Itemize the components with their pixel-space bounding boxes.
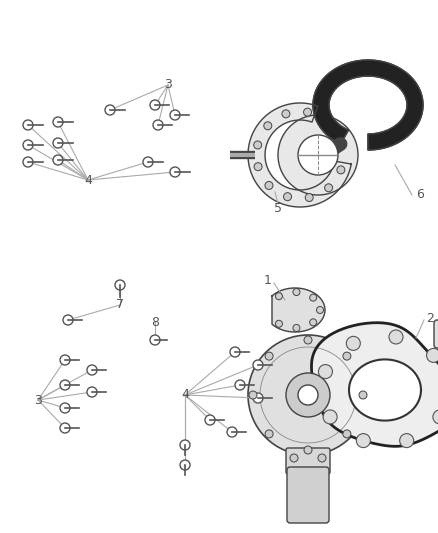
Text: 1: 1 — [264, 273, 272, 287]
Circle shape — [53, 155, 63, 165]
Circle shape — [290, 454, 298, 462]
Circle shape — [23, 157, 33, 167]
Circle shape — [23, 140, 33, 150]
Polygon shape — [272, 288, 325, 332]
Circle shape — [304, 336, 312, 344]
Text: 6: 6 — [416, 189, 424, 201]
Circle shape — [180, 440, 190, 450]
Circle shape — [248, 335, 368, 455]
Circle shape — [399, 434, 413, 448]
Circle shape — [282, 110, 290, 118]
Circle shape — [389, 330, 403, 344]
Circle shape — [264, 122, 272, 130]
Circle shape — [325, 184, 332, 192]
Circle shape — [265, 430, 273, 438]
FancyBboxPatch shape — [287, 467, 329, 523]
Circle shape — [278, 115, 358, 195]
Circle shape — [359, 391, 367, 399]
Circle shape — [87, 365, 97, 375]
Circle shape — [227, 427, 237, 437]
Polygon shape — [248, 103, 351, 207]
Circle shape — [23, 120, 33, 130]
Circle shape — [180, 460, 190, 470]
Circle shape — [205, 415, 215, 425]
Polygon shape — [311, 322, 438, 446]
Circle shape — [293, 325, 300, 332]
Circle shape — [87, 387, 97, 397]
Circle shape — [60, 380, 70, 390]
Circle shape — [318, 365, 332, 378]
Circle shape — [254, 141, 261, 149]
Text: 4: 4 — [84, 174, 92, 187]
Polygon shape — [349, 359, 421, 421]
Circle shape — [346, 336, 360, 350]
Circle shape — [298, 385, 318, 405]
Circle shape — [343, 352, 351, 360]
Circle shape — [249, 391, 257, 399]
Circle shape — [170, 110, 180, 120]
Text: 7: 7 — [116, 298, 124, 311]
Circle shape — [298, 135, 338, 175]
Circle shape — [286, 373, 330, 417]
Circle shape — [143, 157, 153, 167]
Circle shape — [60, 403, 70, 413]
Text: 8: 8 — [151, 316, 159, 328]
Text: 3: 3 — [164, 78, 172, 92]
Circle shape — [265, 181, 273, 189]
Circle shape — [337, 166, 345, 174]
Circle shape — [170, 167, 180, 177]
FancyBboxPatch shape — [434, 320, 438, 348]
Circle shape — [265, 352, 273, 360]
Circle shape — [293, 288, 300, 295]
Circle shape — [63, 315, 73, 325]
Polygon shape — [313, 60, 423, 150]
Circle shape — [427, 349, 438, 362]
Circle shape — [305, 193, 313, 201]
Circle shape — [253, 360, 263, 370]
Circle shape — [323, 410, 337, 424]
Circle shape — [230, 347, 240, 357]
FancyBboxPatch shape — [286, 448, 330, 474]
Text: 3: 3 — [34, 393, 42, 407]
Circle shape — [115, 280, 125, 290]
Circle shape — [276, 293, 283, 300]
Text: 4: 4 — [181, 389, 189, 401]
Circle shape — [433, 410, 438, 424]
Circle shape — [317, 306, 324, 313]
Circle shape — [304, 108, 311, 116]
Circle shape — [253, 393, 263, 403]
Circle shape — [53, 138, 63, 148]
Text: 5: 5 — [274, 201, 282, 214]
Circle shape — [283, 192, 292, 200]
Circle shape — [304, 446, 312, 454]
Circle shape — [254, 163, 262, 171]
Circle shape — [357, 434, 371, 448]
Circle shape — [60, 423, 70, 433]
Circle shape — [310, 294, 317, 301]
Circle shape — [343, 430, 351, 438]
Circle shape — [153, 120, 163, 130]
Circle shape — [310, 319, 317, 326]
Circle shape — [53, 117, 63, 127]
Circle shape — [276, 320, 283, 327]
Text: 2: 2 — [426, 311, 434, 325]
Circle shape — [235, 380, 245, 390]
Circle shape — [105, 105, 115, 115]
Circle shape — [60, 355, 70, 365]
Circle shape — [150, 100, 160, 110]
Circle shape — [150, 335, 160, 345]
Circle shape — [318, 454, 326, 462]
